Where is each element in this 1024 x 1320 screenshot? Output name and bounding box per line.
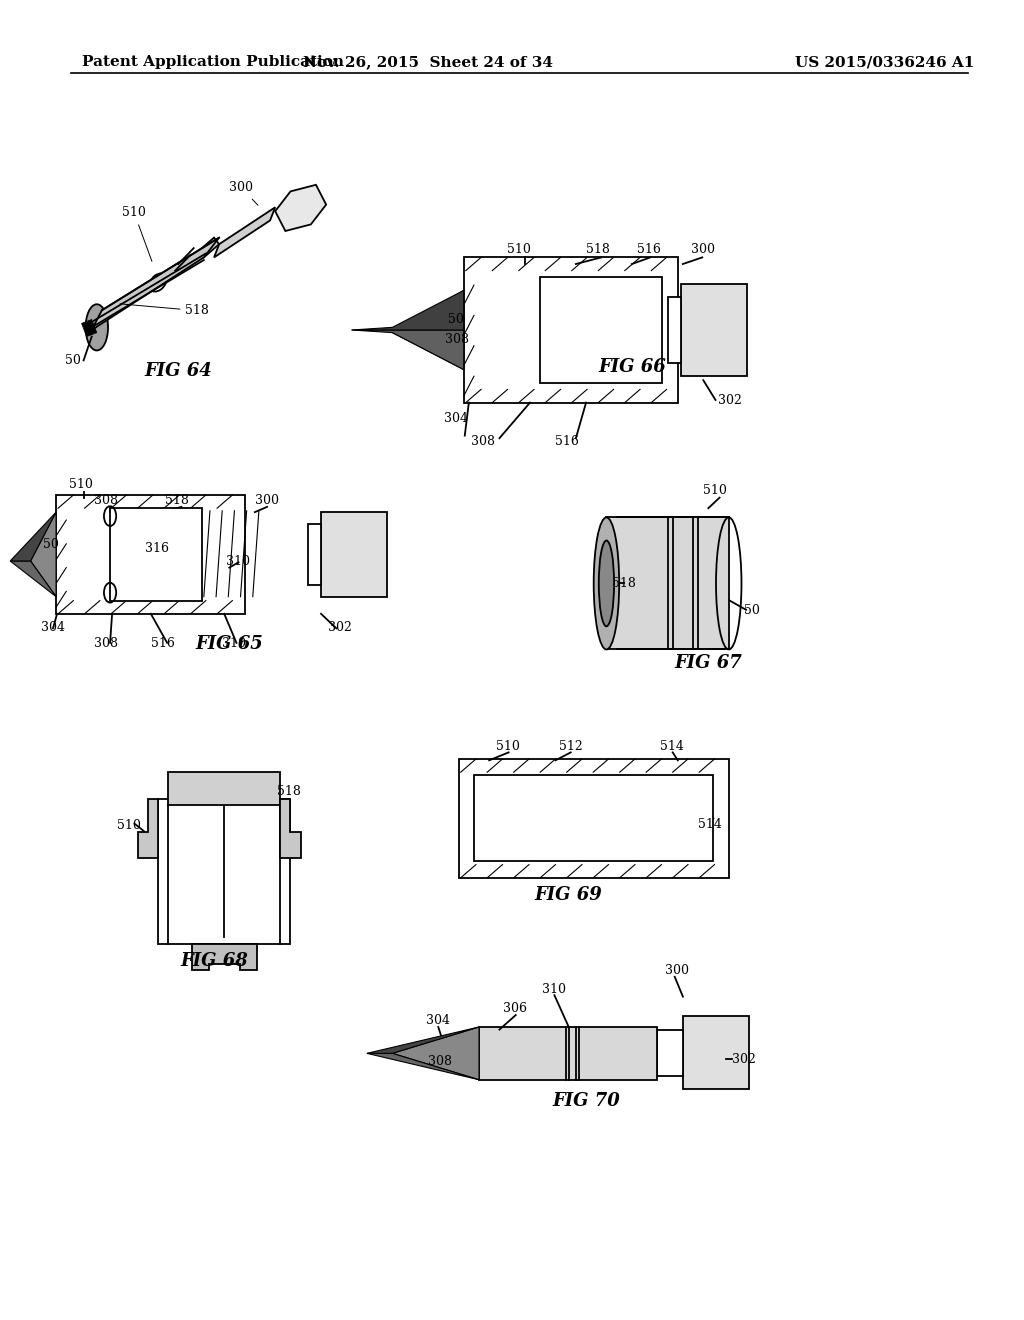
Text: US 2015/0336246 A1: US 2015/0336246 A1 [795, 55, 975, 70]
Polygon shape [31, 512, 56, 597]
Text: 308: 308 [94, 636, 118, 649]
Text: FIG 64: FIG 64 [144, 362, 212, 380]
Text: 304: 304 [41, 620, 65, 634]
Text: FIG 67: FIG 67 [675, 653, 742, 672]
Text: 310: 310 [222, 636, 246, 649]
Text: 510: 510 [703, 483, 727, 496]
Text: 512: 512 [558, 739, 583, 752]
Text: 300: 300 [255, 494, 279, 507]
Bar [459, 759, 729, 878]
Bar [168, 772, 281, 805]
Polygon shape [351, 330, 464, 370]
Text: 300: 300 [665, 964, 688, 977]
Text: 518: 518 [611, 577, 636, 590]
Text: 310: 310 [543, 982, 566, 995]
Text: 308: 308 [445, 333, 469, 346]
Text: 518: 518 [120, 304, 209, 317]
Text: 510: 510 [497, 739, 520, 752]
Text: 308: 308 [428, 1055, 452, 1068]
Bar [683, 1016, 750, 1089]
Ellipse shape [594, 517, 620, 649]
Bar [464, 257, 678, 403]
Bar [479, 1027, 657, 1080]
Text: 514: 514 [660, 739, 684, 752]
Text: 518: 518 [586, 243, 610, 256]
Text: FIG 65: FIG 65 [196, 635, 263, 653]
Polygon shape [281, 799, 301, 858]
Text: 510: 510 [122, 206, 152, 261]
Bar [657, 1030, 683, 1076]
Text: 302: 302 [718, 393, 741, 407]
Text: 302: 302 [732, 1052, 756, 1065]
Text: 308: 308 [471, 434, 495, 447]
Ellipse shape [599, 541, 614, 627]
Text: 50: 50 [449, 313, 464, 326]
Text: Nov. 26, 2015  Sheet 24 of 34: Nov. 26, 2015 Sheet 24 of 34 [303, 55, 553, 70]
Polygon shape [351, 290, 464, 330]
Polygon shape [367, 1053, 479, 1080]
Text: 308: 308 [94, 494, 118, 507]
Polygon shape [92, 238, 219, 330]
Polygon shape [137, 799, 158, 858]
Text: 302: 302 [328, 620, 352, 634]
Text: 300: 300 [229, 181, 258, 205]
Bar [681, 284, 748, 376]
Bar [322, 512, 387, 597]
Text: 316: 316 [144, 541, 169, 554]
Polygon shape [214, 207, 275, 257]
Text: 516: 516 [151, 636, 175, 649]
Text: 304: 304 [444, 412, 468, 425]
Polygon shape [275, 185, 327, 231]
Bar [474, 775, 714, 861]
Text: 516: 516 [555, 434, 580, 447]
Text: FIG 68: FIG 68 [180, 952, 248, 970]
Polygon shape [82, 319, 97, 337]
Text: 304: 304 [426, 1014, 450, 1027]
Polygon shape [392, 290, 464, 370]
Text: 516: 516 [637, 243, 660, 256]
Text: 306: 306 [504, 1002, 527, 1015]
Polygon shape [392, 1027, 479, 1080]
Text: 510: 510 [70, 478, 93, 491]
Bar [541, 277, 663, 383]
Text: FIG 66: FIG 66 [598, 358, 666, 376]
Bar [158, 799, 291, 944]
Bar [606, 517, 729, 649]
Ellipse shape [86, 305, 109, 351]
Text: 50: 50 [744, 603, 760, 616]
Text: 310: 310 [226, 554, 250, 568]
Bar [56, 495, 245, 614]
Text: 518: 518 [165, 494, 189, 507]
Text: FIG 70: FIG 70 [552, 1092, 620, 1110]
Bar [110, 508, 202, 601]
Text: 510: 510 [507, 243, 530, 256]
Polygon shape [10, 512, 56, 561]
Text: 514: 514 [698, 817, 722, 830]
Polygon shape [367, 1027, 479, 1053]
Bar [308, 524, 322, 585]
Text: 510: 510 [117, 818, 141, 832]
Text: 300: 300 [691, 243, 715, 256]
Text: 518: 518 [278, 784, 301, 797]
Polygon shape [191, 944, 257, 970]
Text: 50: 50 [66, 354, 81, 367]
Bar [668, 297, 681, 363]
Text: Patent Application Publication: Patent Application Publication [82, 55, 343, 70]
Text: FIG 69: FIG 69 [535, 886, 602, 904]
Polygon shape [199, 238, 219, 257]
Polygon shape [10, 561, 56, 597]
Text: 50: 50 [43, 537, 58, 550]
